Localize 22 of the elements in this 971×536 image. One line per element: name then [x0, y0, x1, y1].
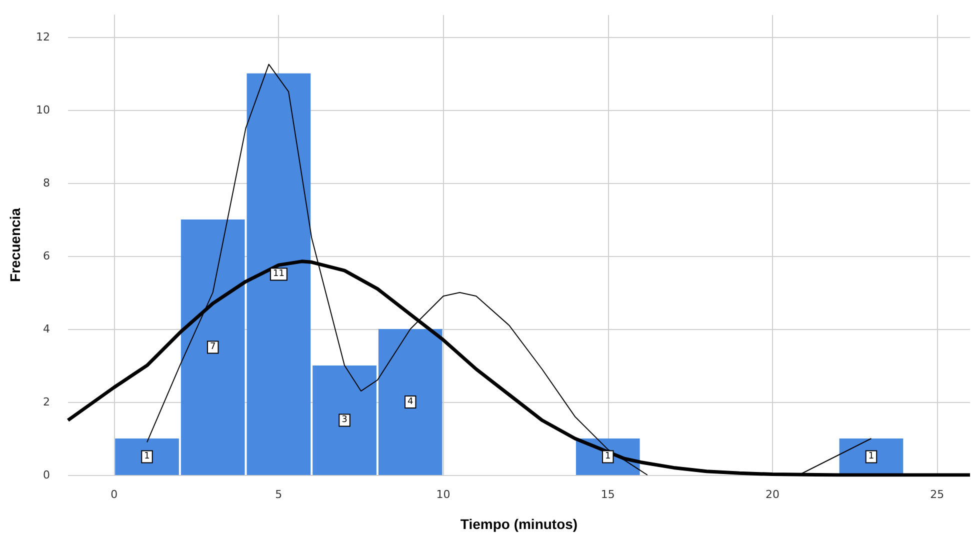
- x-tick-label: 10: [436, 488, 450, 501]
- y-tick-label: 12: [36, 30, 50, 44]
- data-label: 1: [868, 452, 874, 462]
- x-tick-label: 0: [110, 488, 118, 501]
- y-axis-title: Frecuencia: [7, 208, 23, 282]
- data-label: 11: [272, 269, 284, 280]
- data-label: 1: [144, 452, 150, 462]
- data-label: 3: [342, 415, 348, 426]
- x-axis-title: Tiempo (minutos): [460, 516, 578, 532]
- x-tick-label: 15: [600, 488, 615, 501]
- y-tick-label: 6: [43, 249, 50, 262]
- data-label: 1: [605, 452, 611, 462]
- y-tick-label: 4: [43, 322, 50, 336]
- y-tick-label: 2: [43, 395, 50, 408]
- x-tick-label: 25: [930, 488, 944, 501]
- y-tick-label: 0: [43, 468, 50, 482]
- x-tick-label: 20: [765, 488, 780, 501]
- data-label: 7: [210, 342, 216, 352]
- data-label: 4: [408, 396, 414, 407]
- y-tick-label: 8: [43, 176, 50, 190]
- x-tick-label: 5: [275, 488, 282, 501]
- y-tick-label: 10: [36, 103, 50, 116]
